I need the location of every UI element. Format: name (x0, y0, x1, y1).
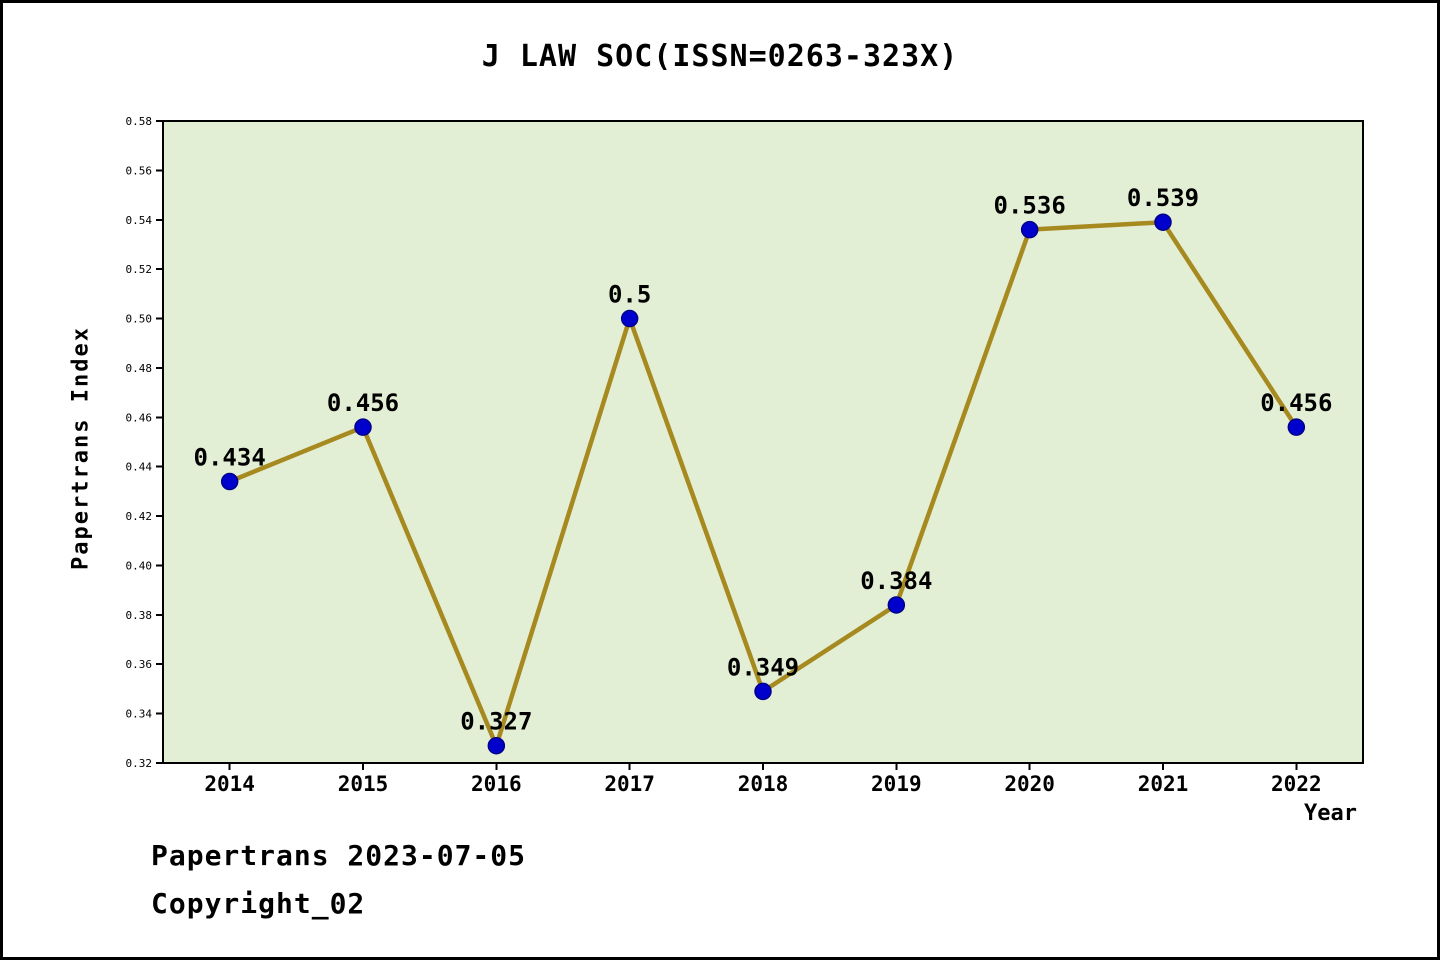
y-axis-label: Papertrans Index (68, 326, 94, 570)
x-tick-label: 2021 (1138, 772, 1189, 796)
data-point (220, 472, 239, 491)
value-label: 0.349 (727, 653, 799, 681)
x-tick-label: 2014 (204, 772, 255, 796)
x-tick-label: 2015 (338, 772, 389, 796)
value-label: 0.456 (327, 389, 399, 417)
value-label: 0.434 (194, 444, 266, 472)
data-point (1020, 220, 1039, 239)
value-label: 0.384 (860, 567, 932, 595)
data-point (754, 682, 772, 701)
y-tick-label: 0.36 (126, 658, 153, 671)
data-point (620, 309, 639, 328)
x-tick-label: 2019 (871, 772, 922, 796)
y-tick-label: 0.50 (126, 313, 153, 326)
data-point (354, 418, 372, 436)
value-label: 0.327 (460, 708, 532, 736)
value-label: 0.539 (1127, 184, 1199, 212)
y-tick-label: 0.58 (126, 115, 153, 128)
data-point (1154, 213, 1172, 231)
y-tick-label: 0.38 (126, 609, 153, 622)
x-tick-label: 2022 (1271, 772, 1322, 796)
y-tick-label: 0.46 (126, 411, 153, 424)
y-tick-label: 0.40 (126, 559, 153, 572)
value-label: 0.456 (1260, 389, 1332, 417)
y-tick-label: 0.44 (126, 461, 153, 474)
y-tick-label: 0.32 (126, 757, 153, 770)
footer-copyright: Copyright_02 (151, 887, 366, 920)
y-tick-label: 0.48 (126, 362, 153, 375)
data-point (887, 596, 906, 614)
value-label: 0.5 (608, 281, 651, 309)
footer-date: Papertrans 2023-07-05 (151, 839, 527, 872)
y-tick-label: 0.52 (126, 263, 153, 276)
data-point (487, 736, 506, 755)
x-axis-label: Year (1304, 801, 1357, 826)
x-tick-label: 2017 (604, 772, 655, 796)
x-tick-label: 2020 (1004, 772, 1055, 796)
chart-title: J LAW SOC(ISSN=0263-323X) (481, 39, 959, 74)
y-tick-label: 0.54 (126, 214, 153, 227)
x-tick-label: 2018 (738, 772, 789, 796)
line-chart-canvas: 0.320.340.360.380.400.420.440.460.480.50… (126, 115, 1364, 796)
data-point (1287, 418, 1306, 436)
y-tick-label: 0.42 (126, 510, 153, 523)
value-label: 0.536 (994, 192, 1066, 220)
y-tick-label: 0.56 (126, 164, 153, 177)
x-tick-label: 2016 (471, 772, 522, 796)
y-tick-label: 0.34 (126, 708, 153, 721)
